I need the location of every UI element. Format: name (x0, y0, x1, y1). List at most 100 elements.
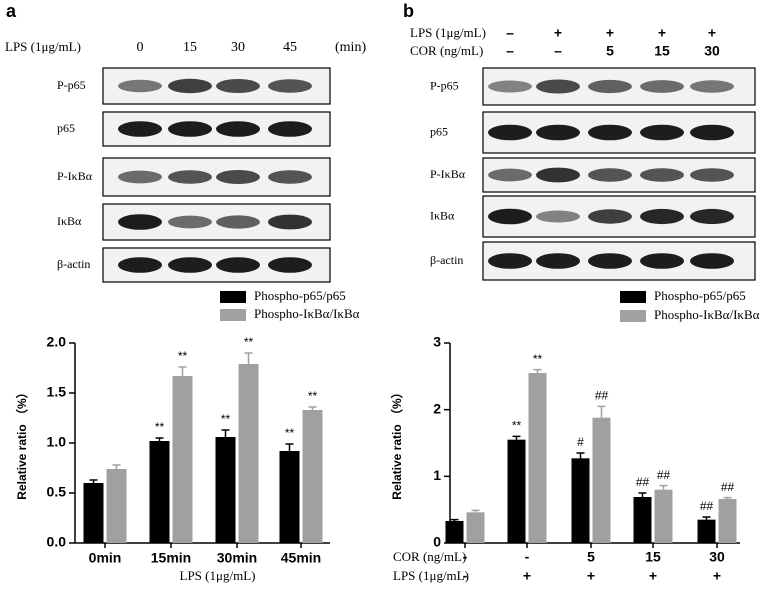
lane-label: 30 (231, 40, 245, 55)
y-tick-label: 2 (433, 400, 441, 416)
blot-band (588, 209, 632, 224)
lane-label: – (554, 43, 562, 59)
legend-swatch (620, 291, 646, 303)
blot-band (118, 257, 162, 273)
blot-band (640, 124, 684, 141)
lane-label: 5 (606, 43, 614, 59)
x-tick-label: + (587, 568, 595, 584)
blot-band (216, 257, 260, 273)
row-label: COR (ng/mL) (393, 549, 466, 564)
bar (592, 417, 611, 543)
row-label: LPS (1μg/mL) (393, 568, 469, 583)
blot-band (536, 253, 580, 269)
blot-band (488, 253, 532, 269)
lane-label: 0 (137, 40, 144, 55)
band-label: P-p65 (430, 78, 459, 92)
error-bar (178, 366, 187, 376)
bar (149, 441, 170, 543)
band-label: p65 (57, 121, 75, 135)
blot-band (488, 168, 532, 182)
blot-band (536, 124, 580, 141)
bar (238, 364, 259, 543)
error-bar (308, 406, 317, 410)
blot-band (168, 121, 212, 137)
lane-label: 15 (654, 43, 670, 59)
blot-band (168, 215, 212, 229)
lane-label: – (506, 43, 514, 59)
blot-band (268, 79, 312, 93)
error-bar (533, 368, 542, 373)
error-bar (638, 492, 647, 497)
blot-band (536, 167, 580, 183)
blot-band (268, 214, 312, 230)
bar (697, 519, 716, 543)
significance-label: ** (178, 349, 188, 363)
lane-label: 45 (283, 40, 297, 55)
significance-label: ## (700, 499, 714, 513)
legend-label: Phospho-p65/p65 (654, 288, 746, 303)
panel-letter: b (403, 1, 414, 21)
significance-label: ## (721, 480, 735, 494)
significance-label: ** (155, 420, 165, 434)
error-bar (221, 429, 230, 437)
y-axis-label: Relative ratio （%） (14, 386, 29, 499)
blot-band (690, 124, 734, 141)
lane-label: + (658, 25, 666, 41)
bar (654, 489, 673, 543)
significance-label: # (577, 435, 584, 449)
unit-label: (min) (335, 40, 366, 55)
blot-band (640, 208, 684, 225)
blot-band (268, 170, 312, 184)
blot-band (118, 214, 162, 230)
treatment-label: COR (ng/mL) (410, 43, 483, 58)
bar (466, 512, 485, 543)
error-bar (112, 464, 121, 469)
blot-band (268, 257, 312, 273)
x-tick-label: 30min (217, 550, 257, 566)
blot-band (168, 78, 212, 94)
blot-band (488, 124, 532, 141)
bar (528, 373, 547, 543)
x-tick-label: 15min (151, 550, 191, 566)
band-label: β-actin (430, 253, 463, 267)
band-label: P-IκBα (430, 167, 466, 181)
error-bar (723, 496, 732, 499)
x-tick-label: + (649, 568, 657, 584)
bar (83, 483, 104, 543)
significance-label: ** (512, 419, 522, 433)
y-tick-label: 0.0 (47, 534, 67, 550)
error-bar (285, 443, 294, 451)
significance-label: ** (244, 335, 254, 349)
blot-band (168, 257, 212, 273)
significance-label: ** (308, 389, 318, 403)
y-tick-label: 2.0 (47, 334, 67, 350)
lane-label: + (606, 25, 614, 41)
significance-label: ## (636, 475, 650, 489)
legend-swatch (220, 309, 246, 321)
legend-label: Phospho-p65/p65 (254, 288, 346, 303)
x-tick-label: - (463, 568, 468, 584)
bar (633, 497, 652, 543)
x-tick-label: 45min (281, 550, 321, 566)
bar (172, 376, 193, 543)
error-bar (155, 437, 164, 441)
significance-label: ## (595, 389, 609, 403)
treatment-label: LPS (1μg/mL) (5, 39, 81, 54)
blot-band (216, 121, 260, 137)
blot-band (690, 208, 734, 225)
x-tick-label: 0min (89, 550, 122, 566)
blot-band (216, 79, 260, 93)
error-bar (659, 484, 668, 490)
blot-band (536, 79, 580, 94)
blot-band (588, 253, 632, 269)
blot-band (588, 79, 632, 94)
error-bar (244, 352, 253, 364)
bar (507, 439, 526, 543)
blot-band (488, 208, 532, 225)
lane-label: 15 (183, 40, 197, 55)
blot-band (640, 168, 684, 182)
y-tick-label: 1 (433, 467, 441, 483)
y-axis-label: Relative ratio （%） (389, 386, 404, 499)
blot-band (690, 168, 734, 182)
